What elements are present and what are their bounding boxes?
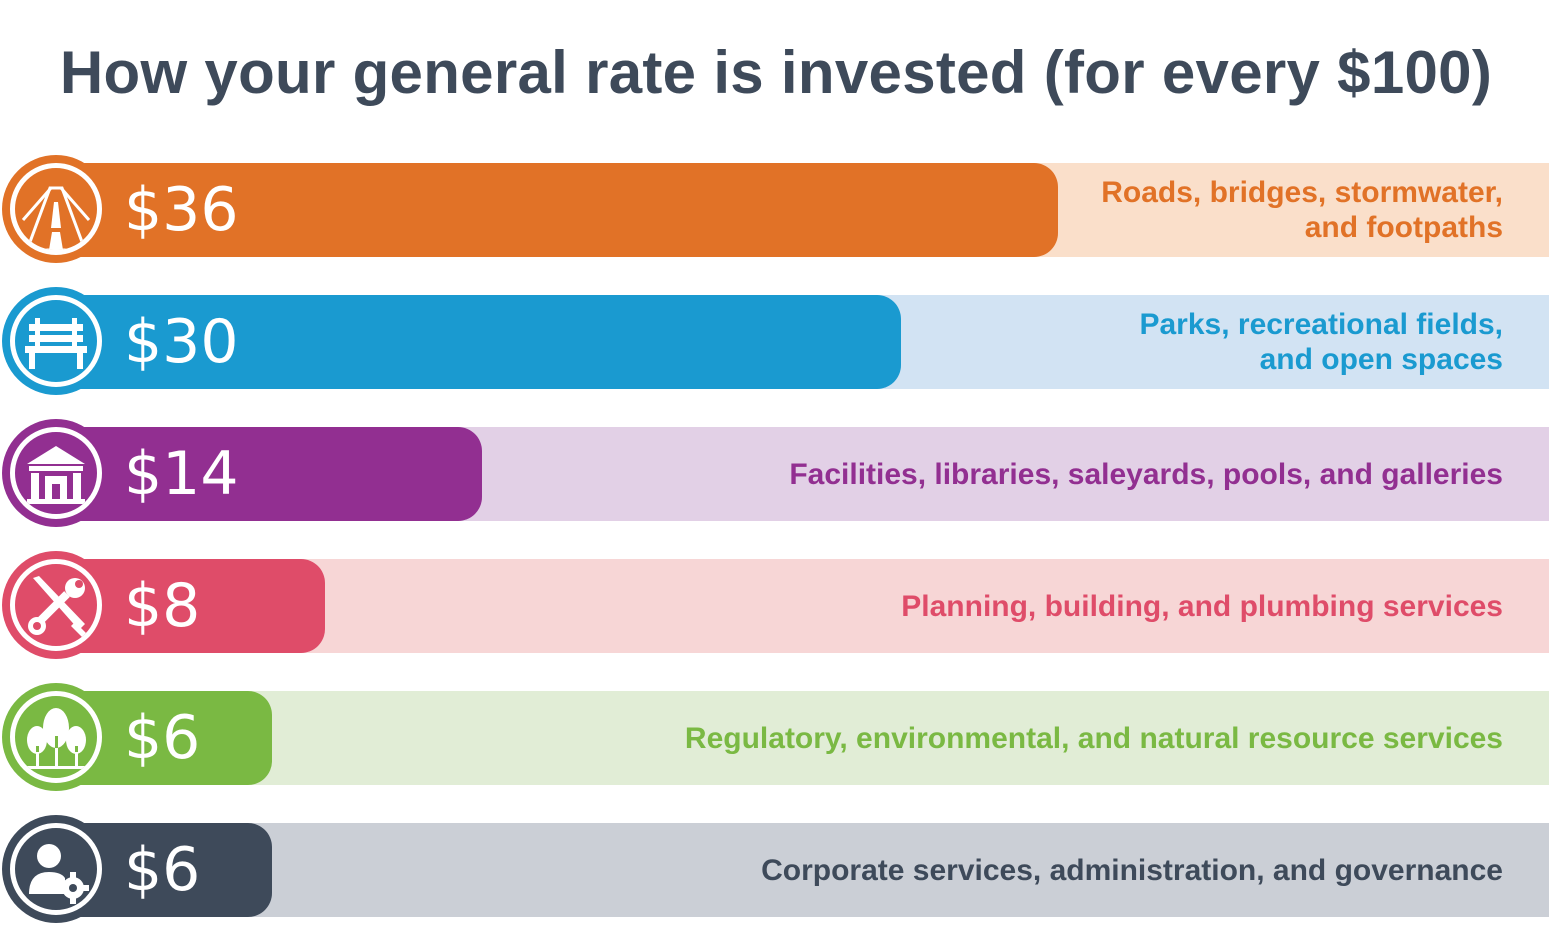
road-icon	[10, 163, 102, 255]
bar	[60, 427, 482, 521]
icon-badge	[2, 551, 110, 659]
icon-badge	[2, 683, 110, 791]
icon-badge	[2, 419, 110, 527]
category-label: Parks, recreational fields, and open spa…	[1139, 308, 1503, 376]
bar-track	[60, 691, 1549, 785]
bar-row: $36 Roads, bridges, stormwater, and footp…	[0, 155, 1552, 265]
trees-icon	[10, 691, 102, 783]
bar-row: $6 Corporate services, administration, an…	[0, 815, 1552, 925]
bar-value-label: $8	[124, 571, 201, 641]
bar	[60, 163, 1059, 257]
bar-value-label: $6	[124, 835, 201, 905]
icon-badge	[2, 815, 110, 923]
icon-badge	[2, 155, 110, 263]
bar-value-label: $14	[124, 439, 239, 509]
icon-badge	[2, 287, 110, 395]
bench-icon	[10, 295, 102, 387]
bar-row: $6 Regulatory, environmental, and natural…	[0, 683, 1552, 793]
bar-value-label: $36	[124, 175, 239, 245]
bar-value-label: $30	[124, 307, 239, 377]
building-icon	[10, 427, 102, 519]
category-label: Corporate services, administration, and …	[761, 853, 1503, 887]
chart-title: How your general rate is invested (for e…	[59, 39, 1493, 106]
tools-icon	[10, 559, 102, 651]
category-label: Facilities, libraries, saleyards, pools,…	[789, 457, 1503, 491]
bar-row: $8 Planning, building, and plumbing servi…	[0, 551, 1552, 661]
bar-track	[60, 823, 1549, 917]
category-label: Roads, bridges, stormwater, and footpath…	[1101, 176, 1503, 244]
category-label: Planning, building, and plumbing service…	[901, 589, 1503, 623]
bar	[60, 295, 901, 389]
bar-row: $14 Facilities, libraries, saleyards, poo…	[0, 419, 1552, 529]
user-gear-icon	[10, 823, 102, 915]
bar-value-label: $6	[124, 703, 201, 773]
category-label: Regulatory, environmental, and natural r…	[684, 721, 1503, 755]
bar-row: $30 Parks, recreational fields, and open …	[0, 287, 1552, 397]
